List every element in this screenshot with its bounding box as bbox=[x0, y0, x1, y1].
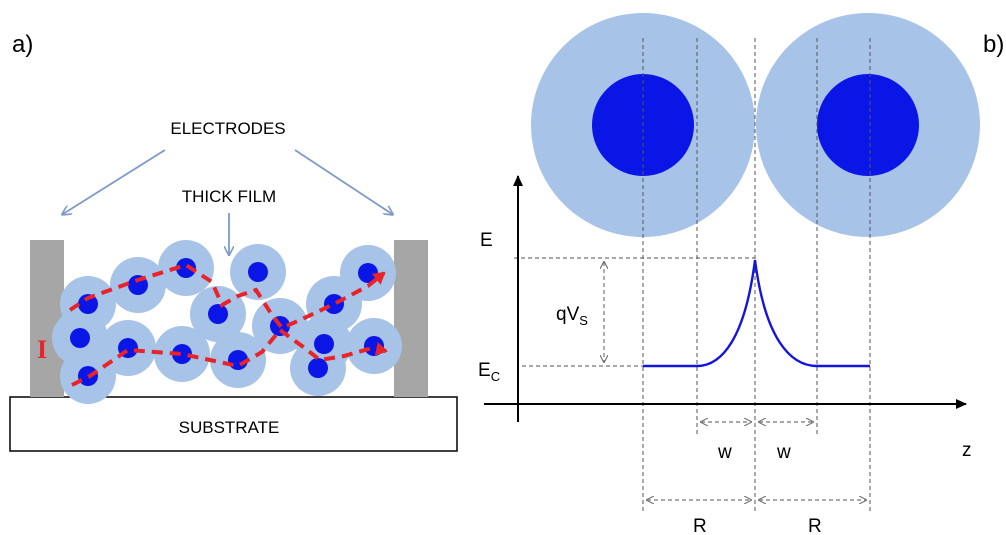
grain-core bbox=[324, 294, 344, 314]
depletion-width-right-label: w bbox=[776, 442, 791, 463]
grain-right-core bbox=[817, 74, 919, 176]
electrode-right bbox=[394, 240, 428, 397]
film-grains bbox=[52, 240, 402, 404]
radius-left-label: R bbox=[693, 516, 707, 535]
current-path-upper bbox=[68, 262, 386, 331]
grain-core bbox=[70, 328, 90, 348]
barrier-height-main: qV bbox=[556, 304, 580, 325]
thick-film-label: THICK FILM bbox=[182, 187, 276, 206]
band-edge-label: EC bbox=[478, 360, 500, 384]
grain-core bbox=[172, 344, 192, 364]
grain-core bbox=[176, 258, 196, 278]
guide-lines bbox=[514, 38, 871, 512]
panel-b: b) E z qVS EC w w R bbox=[478, 13, 1004, 535]
electrode-left-pointer bbox=[63, 149, 166, 214]
radius-right-label: R bbox=[808, 516, 822, 535]
substrate-label: SUBSTRATE bbox=[179, 418, 280, 437]
panel-a: a) ELECTRODES THICK FILM SUBSTRATE bbox=[9, 31, 458, 452]
electrode-right-pointer bbox=[294, 149, 392, 214]
band-edge-main: E bbox=[478, 360, 491, 381]
position-axis-label: z bbox=[962, 440, 972, 461]
grain-core bbox=[78, 294, 98, 314]
electrode-left bbox=[30, 240, 64, 397]
grain-core bbox=[248, 262, 268, 282]
grain-core bbox=[314, 334, 334, 354]
barrier-height-label: qVS bbox=[556, 304, 588, 328]
current-label: I bbox=[37, 335, 47, 364]
depletion-width-left-label: w bbox=[717, 442, 732, 463]
grain-core bbox=[308, 358, 328, 378]
grain-core bbox=[208, 304, 228, 324]
panel-a-label: a) bbox=[12, 31, 33, 58]
panel-b-label: b) bbox=[983, 31, 1004, 58]
electrodes-label: ELECTRODES bbox=[170, 119, 285, 138]
current-path-lower bbox=[71, 327, 388, 387]
barrier-height-sub: S bbox=[579, 313, 588, 328]
band-edge-sub: C bbox=[491, 369, 500, 384]
substrate bbox=[9, 396, 458, 452]
grain-core bbox=[364, 336, 384, 356]
conduction-band-curve bbox=[643, 259, 870, 368]
energy-axis-label: E bbox=[480, 230, 493, 251]
